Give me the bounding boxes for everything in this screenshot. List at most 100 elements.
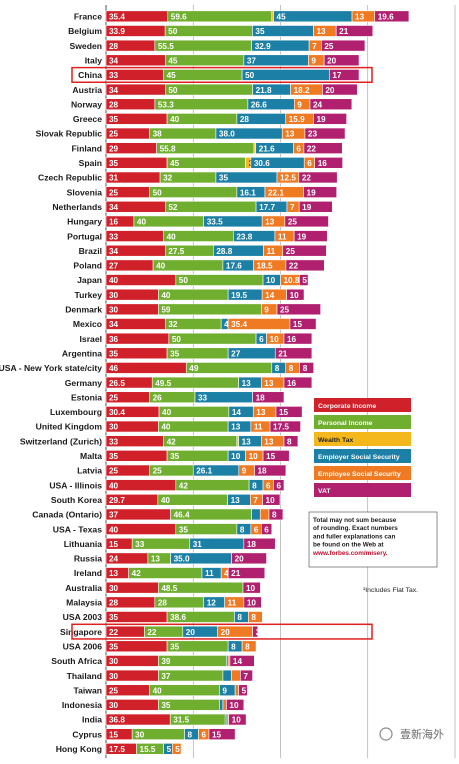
data-label: 25	[109, 393, 119, 402]
data-label: 8	[237, 613, 242, 622]
data-label: 22	[302, 174, 312, 183]
data-label: 21.8	[256, 86, 272, 95]
row-label: Latvia	[77, 466, 102, 476]
data-label: 34	[109, 320, 119, 329]
bar-segment	[259, 508, 270, 521]
data-label: 5	[175, 745, 180, 754]
data-label: 40	[161, 496, 171, 505]
data-label: 35	[109, 642, 119, 651]
row-label: Lithuania	[64, 539, 102, 549]
data-label: 55.5	[158, 42, 174, 51]
data-label: 28	[158, 599, 168, 608]
note-link: www.forbes.com/misery.	[312, 550, 388, 557]
data-label: 19	[307, 188, 317, 197]
row-label: Luxembourg	[50, 407, 102, 417]
row-label: Japan	[77, 275, 102, 285]
bar-segment	[374, 10, 410, 23]
data-label: 25	[109, 467, 119, 476]
row-label: Czech Republic	[38, 173, 102, 183]
data-label: 30	[109, 423, 119, 432]
row-label: Netherlands	[52, 202, 102, 212]
data-label: 39	[161, 657, 171, 666]
bar-segment	[234, 684, 239, 697]
row-label: Portugal	[67, 231, 102, 241]
data-label: 35	[109, 349, 119, 358]
data-label: 10	[231, 452, 241, 461]
data-label: 17.5	[273, 423, 289, 432]
bar-segment	[268, 508, 284, 521]
data-label: 5	[242, 686, 247, 695]
bar-segment	[158, 303, 262, 316]
row-label: Ireland	[74, 568, 102, 578]
data-label: 35	[170, 642, 180, 651]
data-label: 7	[290, 203, 295, 212]
data-label: 20	[327, 56, 337, 65]
data-label: 30	[109, 672, 119, 681]
data-label: 20	[325, 86, 335, 95]
legend-label: Wealth Tax	[318, 437, 353, 444]
data-label: 8	[272, 511, 277, 520]
data-label: 10	[232, 716, 242, 725]
data-label: 33	[109, 437, 119, 446]
bar-segment	[314, 157, 343, 169]
row-label: USA - Texas	[53, 524, 102, 534]
data-label: 33	[135, 540, 145, 549]
bar-segment	[303, 142, 343, 154]
legend-swatch	[314, 466, 411, 480]
bar-segment	[165, 200, 257, 213]
data-label: 10	[266, 496, 276, 505]
data-label: 9	[242, 467, 247, 476]
data-label: 17.7	[259, 203, 275, 212]
row-label: Finland	[71, 143, 102, 153]
data-label: 22	[109, 628, 119, 637]
data-label: 13	[265, 218, 275, 227]
data-label: 15	[293, 320, 303, 329]
bar-segment	[276, 303, 321, 316]
data-label: 33	[109, 71, 119, 80]
data-label: 48.5	[161, 584, 177, 593]
data-label: 13	[264, 379, 274, 388]
data-label: 33	[198, 393, 208, 402]
bar-segment	[262, 450, 290, 462]
data-label: 14	[233, 657, 243, 666]
data-label: 8	[251, 613, 256, 622]
data-label: 35	[109, 613, 119, 622]
data-label: 50	[179, 276, 189, 285]
data-label: 13	[264, 437, 274, 446]
data-label: 13	[316, 27, 326, 36]
watermark-icon	[379, 727, 393, 741]
bar-segment	[231, 552, 267, 565]
data-label: 32	[168, 320, 178, 329]
data-label: 4	[224, 569, 229, 578]
row-label: Greece	[73, 114, 102, 124]
data-label: 8	[240, 525, 245, 534]
data-label: 28	[109, 42, 119, 51]
data-label: 42	[179, 481, 189, 490]
data-label: 53.3	[158, 100, 174, 109]
bar-segment	[241, 640, 257, 653]
data-label: 40	[167, 232, 177, 241]
row-label: Switzerland (Zurich)	[20, 436, 102, 446]
data-label: 49.5	[155, 379, 171, 388]
data-label: 15	[109, 540, 119, 549]
data-label: 40	[156, 262, 166, 271]
bar-segment	[165, 83, 253, 96]
row-label: Norway	[71, 99, 102, 109]
data-label: 59.6	[171, 13, 187, 22]
bar-segment	[228, 713, 247, 726]
bar-segment	[243, 596, 262, 609]
data-label: 25	[153, 467, 163, 476]
data-label: 46.4	[174, 511, 190, 520]
bar-segment	[243, 537, 276, 550]
data-label: 8	[231, 642, 236, 651]
data-label: 22	[307, 144, 317, 153]
data-label: 13	[151, 555, 161, 564]
row-label: Canada (Ontario)	[32, 510, 102, 520]
bar-segment	[298, 171, 338, 184]
data-label: 26.5	[109, 379, 125, 388]
data-label: 12.5	[280, 174, 296, 183]
note-text: and fuller explanations can	[313, 533, 395, 540]
data-label: 35.4	[109, 13, 125, 22]
legend-label: Personal Income	[318, 420, 373, 427]
data-label: 20	[186, 628, 196, 637]
